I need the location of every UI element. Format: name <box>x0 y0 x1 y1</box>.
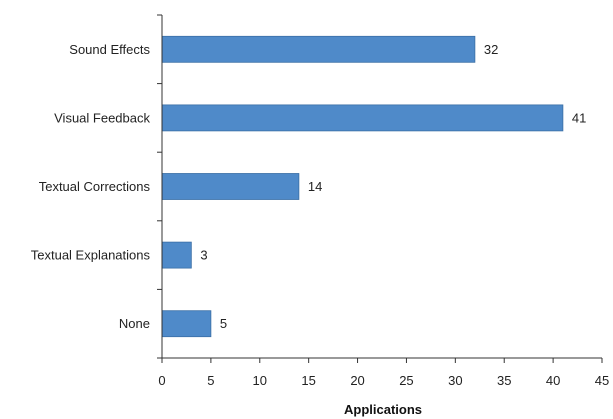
data-label-none: 5 <box>220 316 227 331</box>
x-tick-label: 5 <box>207 373 214 388</box>
x-tick-label: 20 <box>350 373 364 388</box>
data-labels: 32 41 14 3 5 <box>200 42 586 331</box>
bars-group <box>161 35 564 338</box>
data-label-textual-explanations: 3 <box>200 248 207 263</box>
bar-visual-feedback <box>161 104 564 132</box>
x-axis-title: Applications <box>344 402 422 417</box>
x-tick-label: 30 <box>448 373 462 388</box>
x-tick-label: 15 <box>301 373 315 388</box>
category-label-visual-feedback: Visual Feedback <box>54 110 150 125</box>
category-label-none: None <box>119 316 150 331</box>
bar-sound-effects <box>161 35 476 63</box>
x-tick-label: 25 <box>399 373 413 388</box>
data-label-sound-effects: 32 <box>484 42 498 57</box>
bar-none <box>161 310 212 338</box>
bar-textual-corrections <box>161 173 300 200</box>
data-label-textual-corrections: 14 <box>308 179 322 194</box>
x-tick-label: 40 <box>546 373 560 388</box>
x-tick-label: 10 <box>253 373 267 388</box>
category-label-textual-corrections: Textual Corrections <box>39 179 151 194</box>
axes: 0 5 10 15 20 25 30 35 40 45 <box>157 14 609 388</box>
bar-textual-explanations <box>161 241 192 269</box>
category-labels: Sound Effects Visual Feedback Textual Corr… <box>31 42 151 331</box>
x-tick-label: 35 <box>497 373 511 388</box>
category-label-textual-explanations: Textual Explanations <box>31 248 151 263</box>
x-tick-label: 0 <box>158 373 165 388</box>
category-label-sound-effects: Sound Effects <box>69 42 150 57</box>
x-tick-label: 45 <box>595 373 609 388</box>
data-label-visual-feedback: 41 <box>572 110 586 125</box>
